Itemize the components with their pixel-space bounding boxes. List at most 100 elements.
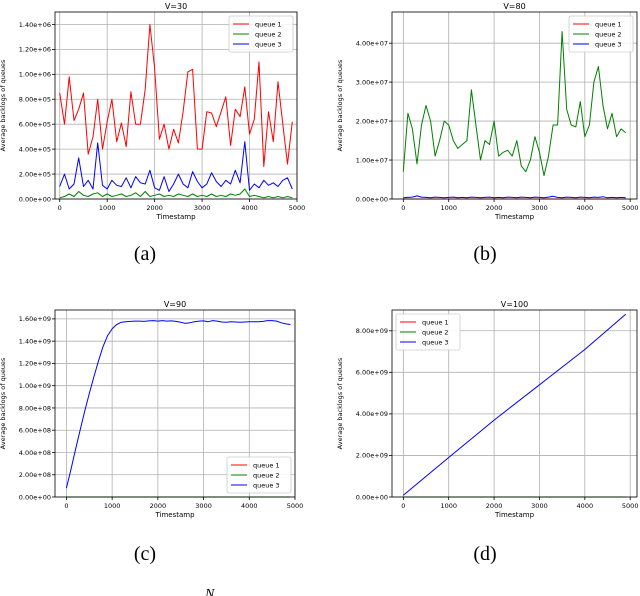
chart-title: V=30 xyxy=(165,2,187,11)
legend-label: queue 3 xyxy=(595,41,622,49)
series-line-3 xyxy=(403,195,626,199)
plot-frame xyxy=(391,309,638,498)
legend-label: queue 1 xyxy=(255,21,282,29)
y-tick-label: 8.00e+09 xyxy=(356,327,388,335)
legend-label: queue 1 xyxy=(253,462,280,470)
y-tick-label: 4.00e+09 xyxy=(356,410,388,418)
x-tick-label: 3000 xyxy=(195,502,212,510)
y-axis-label: Average backlogs of queues xyxy=(0,59,7,151)
y-tick-label: 8.00e+05 xyxy=(19,96,51,104)
legend-box xyxy=(395,313,461,351)
y-tick-label: 1.20e+09 xyxy=(19,360,51,368)
y-tick-label: 2.00e+07 xyxy=(356,117,388,125)
x-tick-label: 5000 xyxy=(287,502,304,510)
y-tick-label: 2.00e+05 xyxy=(19,170,51,178)
y-tick-label: 4.00e+05 xyxy=(19,145,51,153)
x-tick-label: 5000 xyxy=(622,204,639,212)
series-line-1 xyxy=(59,24,293,168)
y-tick-label: 0.00e+00 xyxy=(356,195,388,203)
panel-caption: (a) xyxy=(134,243,156,265)
x-tick-label: 2000 xyxy=(146,204,163,212)
series-line-3 xyxy=(402,313,627,496)
chart-panel-a: 0 1000 2000 3000 4000 5000 0.00e+00 2.00e+05 4.0… xyxy=(0,2,305,265)
x-tick-label: 2000 xyxy=(486,204,503,212)
y-tick-label: 3.00e+07 xyxy=(356,78,388,86)
x-tick-label: 4000 xyxy=(241,502,258,510)
x-tick-label: 3000 xyxy=(531,204,548,212)
x-tick-label: 1000 xyxy=(440,204,457,212)
legend-label: queue 2 xyxy=(255,31,282,39)
x-tick-label: 1000 xyxy=(440,502,457,510)
legend-label: queue 2 xyxy=(595,31,622,39)
chart-title: V=90 xyxy=(164,300,186,309)
y-tick-label: 6.00e+05 xyxy=(19,121,51,129)
legend-box xyxy=(568,15,634,53)
legend-label: queue 3 xyxy=(422,339,449,347)
x-tick-label: 5000 xyxy=(622,502,639,510)
legend-label: queue 1 xyxy=(595,21,622,29)
legend-label: queue 3 xyxy=(255,41,282,49)
chart-title: V=100 xyxy=(501,300,528,309)
y-tick-label: 2.00e+09 xyxy=(356,452,388,460)
panel-caption: (d) xyxy=(473,543,496,565)
y-tick-label: 2.00e+08 xyxy=(19,471,51,479)
x-tick-label: 4000 xyxy=(241,204,258,212)
chart-panel-d: 0 1000 2000 3000 4000 5000 0.00e+00 2.00e+09 4.0… xyxy=(336,300,638,565)
y-axis-label: Average backlogs of queues xyxy=(336,357,344,449)
legend: queue 1 queue 2 queue 3 xyxy=(395,313,461,351)
chart-title: V=80 xyxy=(503,2,525,11)
chart-panel-c: 0 1000 2000 3000 4000 5000 0.00e+00 2.00e+08 4.0… xyxy=(0,300,303,565)
x-axis-label: Timestamp xyxy=(155,213,196,221)
legend: queue 1 queue 2 queue 3 xyxy=(226,456,292,494)
x-tick-label: 1000 xyxy=(99,204,116,212)
y-tick-label: 4.00e+07 xyxy=(356,39,388,47)
legend-box xyxy=(228,15,294,53)
y-tick-label: 1.60e+09 xyxy=(19,315,51,323)
legend-box xyxy=(226,456,292,494)
y-tick-label: 1.40e+09 xyxy=(19,337,51,345)
y-tick-label: 0.00e+00 xyxy=(19,195,51,203)
series-line-3 xyxy=(59,141,293,192)
series-line-2 xyxy=(59,188,293,199)
panel-caption: (b) xyxy=(473,243,496,265)
y-tick-label: 4.00e+08 xyxy=(19,449,51,457)
y-tick-label: 1.20e+06 xyxy=(19,46,51,54)
y-tick-label: 1.40e+06 xyxy=(19,21,51,29)
x-tick-label: 2000 xyxy=(486,502,503,510)
legend-label: queue 2 xyxy=(422,329,449,337)
legend-label: queue 3 xyxy=(253,482,280,490)
x-tick-label: 0 xyxy=(401,502,405,510)
x-tick-label: 5000 xyxy=(289,204,306,212)
plot-frame xyxy=(54,309,296,498)
legend: queue 1 queue 2 queue 3 xyxy=(568,15,634,53)
x-tick-label: 0 xyxy=(58,204,62,212)
x-tick-label: 0 xyxy=(401,204,405,212)
footer-fragment: N xyxy=(204,587,215,596)
chart-panel-b: 0 1000 2000 3000 4000 5000 0.00e+00 1.00e+07 2.0… xyxy=(336,2,638,265)
legend-label: queue 2 xyxy=(253,472,280,480)
y-tick-label: 0.00e+00 xyxy=(19,493,51,501)
y-tick-label: 1.00e+07 xyxy=(356,156,388,164)
x-tick-label: 3000 xyxy=(531,502,548,510)
x-tick-label: 0 xyxy=(64,502,68,510)
x-tick-label: 4000 xyxy=(577,204,594,212)
legend: queue 1 queue 2 queue 3 xyxy=(228,15,294,53)
y-tick-label: 6.00e+08 xyxy=(19,427,51,435)
y-axis-label: Average backlogs of queues xyxy=(336,59,344,151)
y-tick-label: 6.00e+09 xyxy=(356,369,388,377)
x-tick-label: 4000 xyxy=(577,502,594,510)
y-tick-label: 1.00e+09 xyxy=(19,382,51,390)
x-axis-label: Timestamp xyxy=(154,511,195,519)
panel-caption: (c) xyxy=(134,543,156,565)
y-axis-label: Average backlogs of queues xyxy=(0,357,7,449)
series-line-2 xyxy=(402,31,627,177)
y-tick-label: 1.00e+06 xyxy=(19,71,51,79)
x-tick-label: 1000 xyxy=(104,502,121,510)
x-axis-label: Timestamp xyxy=(494,213,535,221)
plot-frame xyxy=(54,11,298,200)
y-tick-label: 0.00e+00 xyxy=(356,493,388,501)
legend-label: queue 1 xyxy=(422,319,449,327)
plot-frame xyxy=(391,11,638,200)
x-axis-label: Timestamp xyxy=(494,511,535,519)
